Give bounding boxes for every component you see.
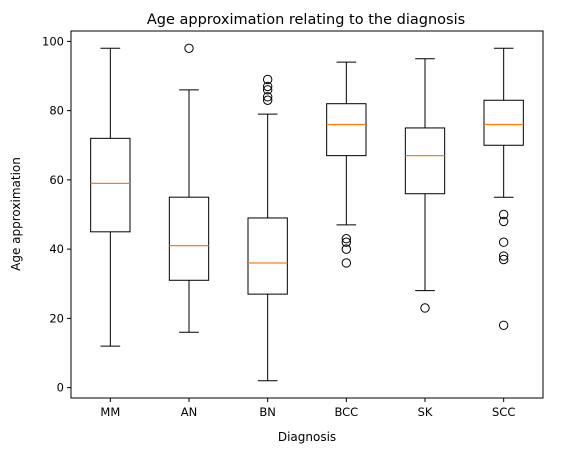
- x-tick-label-scc: SCC: [492, 405, 515, 419]
- y-tick-label: 80: [49, 104, 64, 118]
- box-bcc: [326, 103, 367, 157]
- chart-title: Age approximation relating to the diagno…: [147, 12, 465, 28]
- x-tick-label-bcc: BCC: [334, 405, 358, 419]
- plot-frame: [70, 30, 544, 399]
- x-tick-label-sk: SK: [418, 405, 433, 419]
- y-axis: 0 20 40 60 80 100: [42, 34, 71, 395]
- y-axis-label: Age approximation: [9, 157, 23, 271]
- plot-area: [90, 43, 524, 382]
- outlier-point-sk: [420, 303, 430, 313]
- outlier-point-scc: [498, 216, 509, 227]
- outlier-point-bn: [262, 74, 273, 85]
- y-tick-label: 0: [57, 381, 64, 395]
- outlier-point-bcc: [341, 237, 352, 247]
- box-mm: [90, 137, 131, 233]
- box-bn: [247, 217, 288, 295]
- outlier-point-bn: [262, 81, 273, 92]
- y-tick-label: 20: [49, 311, 64, 325]
- outlier-point-scc: [498, 320, 509, 330]
- box-group-sk: [404, 58, 446, 313]
- box-group-mm: [90, 47, 131, 347]
- box-group-scc: [483, 47, 524, 330]
- outlier-point-an: [184, 43, 194, 54]
- box-an: [168, 196, 210, 281]
- x-tick-label-bn: BN: [259, 405, 276, 419]
- y-tick-label: 100: [42, 34, 64, 48]
- outlier-point-scc: [498, 209, 509, 220]
- outlier-point-bcc: [341, 234, 352, 244]
- outlier-point-bn: [262, 95, 273, 105]
- box-group-bn: [247, 74, 288, 382]
- box-group-an: [168, 43, 210, 333]
- outlier-point-scc: [498, 251, 509, 261]
- outlier-point-bn: [262, 92, 273, 102]
- y-tick-label: 60: [49, 173, 64, 187]
- x-tick-label-an: AN: [181, 405, 197, 419]
- y-tick-label: 40: [49, 242, 64, 256]
- box-scc: [483, 99, 524, 146]
- outlier-point-scc: [498, 254, 509, 265]
- x-tick-label-mm: MM: [100, 405, 120, 419]
- box-group-bcc: [326, 61, 367, 268]
- outlier-point-bcc: [341, 258, 352, 268]
- outlier-point-bn: [262, 85, 273, 95]
- outlier-point-scc: [498, 237, 509, 247]
- outlier-point-bcc: [341, 244, 352, 254]
- box-sk: [404, 127, 446, 195]
- x-axis: MM AN BN BCC SK SCC: [100, 398, 515, 419]
- x-axis-label: Diagnosis: [278, 430, 336, 444]
